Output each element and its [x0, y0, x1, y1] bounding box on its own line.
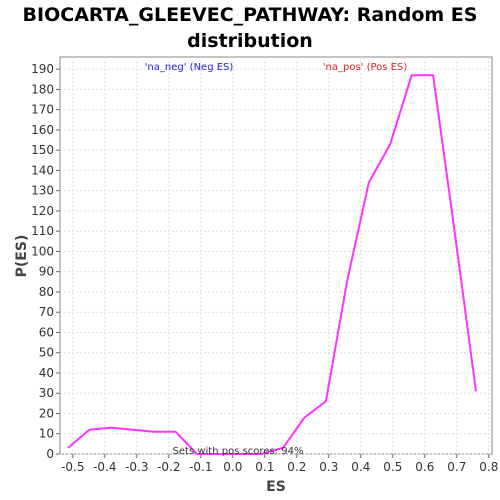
series-line [67, 74, 477, 455]
x-tick-label: 0.1 [255, 460, 274, 474]
y-tick-label: 150 [31, 143, 54, 157]
x-axis-label: ES [266, 479, 286, 495]
x-tick-label: -0.4 [93, 460, 116, 474]
y-tick-label: 0 [46, 447, 54, 461]
x-tick-label: 0.2 [287, 460, 306, 474]
x-tick-label: -0.5 [61, 460, 84, 474]
grid-layer [60, 57, 492, 455]
x-tick-label: 0.0 [223, 460, 242, 474]
neg-es-label: 'na_neg' (Neg ES) [145, 62, 234, 73]
pos-es-label: 'na_pos' (Pos ES) [323, 62, 408, 73]
x-tick-label: 0.3 [319, 460, 338, 474]
y-tick-label: 110 [31, 224, 54, 238]
y-tick-label: 50 [39, 346, 54, 360]
y-tick-label: 10 [39, 427, 54, 441]
y-tick-label: 60 [39, 325, 54, 339]
y-tick-label: 70 [39, 305, 54, 319]
y-axis: 0 10 20 30 40 50 60 70 80 90 100 110 120 130 140 150 160… [31, 62, 60, 461]
x-tick-label: 0.8 [479, 460, 498, 474]
chart-title: BIOCARTA_GLEEVEC_PATHWAY: Random ES dist… [0, 2, 500, 54]
y-tick-label: 20 [39, 406, 54, 420]
y-tick-label: 170 [31, 103, 54, 117]
footer-note: Sets with pos scores: 94% [173, 446, 304, 457]
y-tick-label: 180 [31, 82, 54, 96]
y-tick-label: 130 [31, 184, 54, 198]
series-layer [67, 74, 477, 455]
y-tick-label: 140 [31, 163, 54, 177]
chart-title-line2: distribution [187, 30, 313, 52]
x-tick-label: 0.7 [447, 460, 466, 474]
x-tick-label: 0.6 [415, 460, 434, 474]
y-tick-label: 120 [31, 204, 54, 218]
y-tick-label: 40 [39, 366, 54, 380]
y-tick-label: 80 [39, 285, 54, 299]
x-tick-label: 0.4 [351, 460, 370, 474]
y-tick-label: 190 [31, 62, 54, 76]
y-tick-label: 160 [31, 123, 54, 137]
y-tick-label: 100 [31, 244, 54, 258]
x-tick-label: -0.2 [157, 460, 180, 474]
x-tick-label: -0.1 [189, 460, 212, 474]
y-tick-label: 30 [39, 386, 54, 400]
plot-area [59, 56, 493, 455]
chart-title-line1: BIOCARTA_GLEEVEC_PATHWAY: Random ES [22, 4, 478, 26]
x-tick-label: -0.3 [125, 460, 148, 474]
x-tick-label: 0.5 [383, 460, 402, 474]
y-tick-label: 90 [39, 265, 54, 279]
x-axis: -0.5 -0.4 -0.3 -0.2 -0.1 0.0 0.1 0.2 0.3 0.4 0.5 0.… [61, 454, 498, 474]
y-axis-label: P(ES) [14, 235, 30, 278]
